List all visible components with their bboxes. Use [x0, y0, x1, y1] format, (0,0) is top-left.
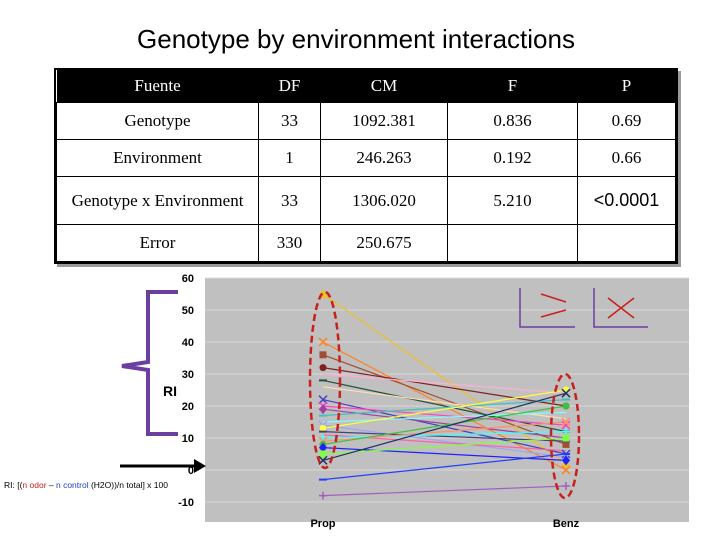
- series-line: [322, 453, 567, 481]
- data-point: [319, 351, 327, 359]
- cell-p: 0.66: [577, 139, 676, 177]
- gridlines: [205, 277, 689, 503]
- data-point: [562, 455, 570, 466]
- slide-title: Genotype by environment interactions: [137, 24, 575, 54]
- table-row: Genotype x Environment 33 1306.020 5.210…: [56, 176, 676, 225]
- cell-source: Genotype x Environment: [56, 176, 259, 225]
- series-line: [322, 437, 567, 455]
- cell-cm: 250.675: [320, 224, 448, 262]
- y-tick-label: 50: [182, 305, 194, 317]
- series-markers: [318, 289, 571, 500]
- range-bracket-icon: [121, 290, 178, 436]
- cell-cm: 1306.020: [320, 176, 448, 225]
- y-tick-label: -10: [178, 497, 194, 509]
- cell-df: 33: [258, 176, 321, 225]
- header-f: F: [447, 70, 578, 103]
- x-label-benz: Benz: [553, 518, 580, 530]
- cell-p: [577, 224, 676, 262]
- table-row: Error 330 250.675: [56, 224, 676, 262]
- data-point: [319, 424, 327, 432]
- cell-cm: 1092.381: [320, 102, 448, 140]
- cross-pattern-icon: [593, 288, 648, 328]
- prop-highlight-ellipse: [308, 290, 342, 470]
- data-point: [561, 465, 571, 475]
- y-tick-label: 60: [182, 273, 194, 285]
- x-label-prop: Prop: [310, 518, 335, 530]
- series-line: [322, 411, 567, 423]
- y-axis-label: RI: [163, 383, 177, 399]
- anova-table: Fuente DF CM F P Genotype 33 1092.381 0.…: [54, 68, 678, 264]
- header-fuente: Fuente: [56, 70, 259, 103]
- cell-f: [447, 224, 578, 262]
- cell-f: 0.192: [447, 139, 578, 177]
- data-point: [319, 404, 327, 415]
- table-header-row: Fuente DF CM F P: [56, 70, 676, 103]
- series-lines: [322, 293, 567, 497]
- series-line: [322, 431, 567, 439]
- data-point: [561, 420, 571, 430]
- data-point: [561, 417, 571, 427]
- series-line: [322, 405, 567, 445]
- data-point: [562, 402, 570, 410]
- series-line: [322, 424, 567, 458]
- series-line: [322, 405, 567, 426]
- cell-cm: 246.263: [320, 139, 448, 177]
- header-p: P: [577, 70, 676, 103]
- benz-highlight-ellipse: [549, 372, 581, 500]
- data-point: [318, 455, 328, 465]
- y-tick-label: 30: [182, 369, 194, 381]
- data-point: [319, 442, 327, 453]
- data-point: [318, 337, 328, 347]
- ri-formula: RI: [(n odor – n control (H2O))/n total]…: [4, 480, 168, 490]
- header-df: DF: [258, 70, 321, 103]
- y-tick-label: 40: [182, 337, 194, 349]
- header-cm: CM: [320, 70, 448, 103]
- crossing-pattern-icon: [519, 288, 575, 328]
- data-point: [562, 482, 570, 490]
- series-line: [322, 367, 567, 407]
- data-point: [561, 388, 571, 398]
- series-line: [322, 485, 567, 497]
- cell-df: 33: [258, 102, 321, 140]
- y-tick-label: 10: [182, 433, 194, 445]
- data-point: [562, 434, 570, 442]
- cell-p: <0.0001: [577, 176, 676, 225]
- data-point: [318, 395, 328, 405]
- data-point: [562, 427, 570, 436]
- y-tick-label: 0: [188, 465, 194, 477]
- table-row: Genotype 33 1092.381 0.836 0.69: [56, 102, 676, 140]
- series-line: [322, 293, 567, 465]
- data-point: [319, 491, 327, 500]
- cell-p: 0.69: [577, 102, 676, 140]
- cell-source: Genotype: [56, 102, 259, 140]
- cell-f: 0.836: [447, 102, 578, 140]
- interaction-chart: 60 50 40 30 20 10 0 -10 RI Prop Benz RI: [(n od…: [4, 273, 689, 530]
- table-row: Environment 1 246.263 0.192 0.66: [56, 139, 676, 177]
- y-axis-ticks: 60 50 40 30 20 10 0 -10: [178, 273, 194, 509]
- cell-source: Error: [56, 224, 259, 262]
- cell-f: 5.210: [447, 176, 578, 225]
- series-line: [322, 399, 567, 417]
- series-line: [322, 431, 567, 442]
- series-line: [322, 389, 567, 429]
- cell-df: 1: [258, 139, 321, 177]
- cell-source: Environment: [56, 139, 259, 177]
- y-tick-label: 20: [182, 401, 194, 413]
- data-point: [562, 440, 570, 448]
- series-line: [322, 392, 567, 461]
- cell-df: 330: [258, 224, 321, 262]
- series-line: [322, 373, 567, 394]
- data-point: [319, 364, 327, 372]
- zero-arrow-icon: [120, 459, 206, 473]
- series-line: [322, 379, 567, 433]
- data-point: [319, 450, 327, 458]
- series-line: [322, 354, 567, 445]
